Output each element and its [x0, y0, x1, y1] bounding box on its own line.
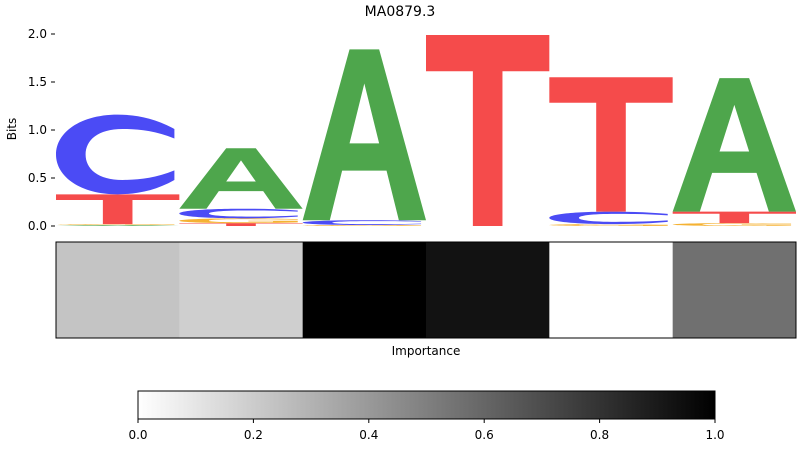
y-tick-label: 1.5: [28, 75, 47, 89]
logo-letter-g: [549, 224, 668, 226]
logo-letters: [56, 34, 796, 227]
heatmap-cell: [179, 242, 304, 338]
heatmap-cell: [549, 242, 674, 338]
heatmap-frame: [55, 241, 797, 339]
colorbar-tick-label: 0.4: [359, 428, 378, 442]
importance-heatmap: [56, 242, 797, 338]
logo-letter-a: [302, 49, 426, 221]
heatmap-cell: [302, 242, 427, 338]
y-tick-label: 0.0: [28, 219, 47, 233]
logo-letter-c: [56, 114, 175, 195]
logo-letter-t: [549, 77, 673, 212]
y-tick-label: 0.5: [28, 171, 47, 185]
y-axis: 0.0 0.5 1.0 1.5 2.0: [28, 27, 55, 233]
colorbar-tick-label: 0.0: [128, 428, 147, 442]
colorbar-ticks: 0.0 0.2 0.4 0.6 0.8 1.0: [128, 419, 725, 442]
logo-letter-c: [179, 208, 298, 219]
y-tick-label: 1.0: [28, 123, 47, 137]
logo-letter-t: [179, 223, 303, 226]
colorbar-tick-label: 0.8: [590, 428, 609, 442]
logo-letter-a: [56, 225, 180, 226]
logo-letter-g: [302, 225, 422, 226]
logo-letter-a: [179, 148, 303, 209]
colorbar-tick-label: 1.0: [705, 428, 724, 442]
heatmap-xlabel: Importance: [392, 344, 461, 358]
chart-title: MA0879.3: [365, 4, 436, 20]
logo-letter-t: [56, 194, 180, 225]
heatmap-cell: [426, 242, 550, 338]
logo-letter-t: [426, 34, 550, 227]
colorbar-tick-label: 0.6: [475, 428, 494, 442]
logo-letter-t: [672, 211, 796, 224]
logo-letter-g: [672, 223, 792, 226]
colorbar-tick-label: 0.2: [244, 428, 263, 442]
logo-letter-g: [179, 218, 298, 224]
y-tick-label: 2.0: [28, 27, 47, 41]
logo-letter-c: [549, 211, 668, 225]
logo-letter-a: [672, 78, 796, 212]
heatmap-cell: [56, 242, 180, 338]
colorbar: [137, 390, 716, 420]
logo-letter-g: [56, 224, 175, 226]
heatmap-cell: [672, 242, 797, 338]
y-axis-label: Bits: [5, 118, 19, 141]
logo-letter-c: [302, 220, 422, 226]
